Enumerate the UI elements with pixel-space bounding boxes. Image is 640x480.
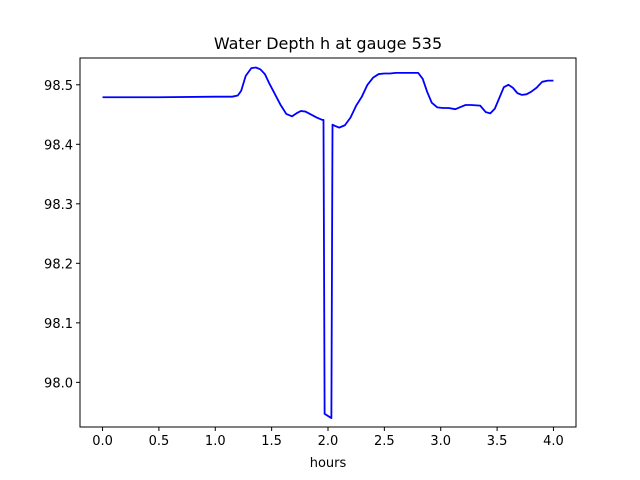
- x-tick-label: 3.0: [430, 434, 451, 449]
- x-tick-label: 2.5: [374, 434, 395, 449]
- y-tick-label: 98.5: [44, 79, 73, 94]
- x-tick-label: 2.0: [318, 434, 339, 449]
- chart-title: Water Depth h at gauge 535: [214, 34, 442, 53]
- y-tick-label: 98.2: [44, 257, 73, 272]
- x-tick-label: 1.5: [261, 434, 282, 449]
- x-axis-label: hours: [310, 456, 347, 471]
- series-line-0: [102, 66, 554, 419]
- plot-area: [102, 66, 554, 419]
- y-tick-label: 98.0: [44, 376, 73, 391]
- x-tick-label: 1.0: [205, 434, 226, 449]
- y-tick-label: 98.4: [44, 138, 73, 153]
- x-axis-ticks: 0.0 0.5 1.0 1.5 2.0 2.5 3.0 3.5 4.0: [92, 427, 564, 449]
- x-tick-label: 0.5: [149, 434, 170, 449]
- y-tick-label: 98.1: [44, 317, 73, 332]
- plot-frame: [79, 57, 577, 428]
- x-tick-label: 4.0: [543, 434, 564, 449]
- x-tick-label: 0.0: [92, 434, 113, 449]
- y-axis-ticks: 98.0 98.1 98.2 98.3 98.4 98.5: [44, 79, 80, 391]
- y-tick-label: 98.3: [44, 198, 73, 213]
- x-tick-label: 3.5: [487, 434, 508, 449]
